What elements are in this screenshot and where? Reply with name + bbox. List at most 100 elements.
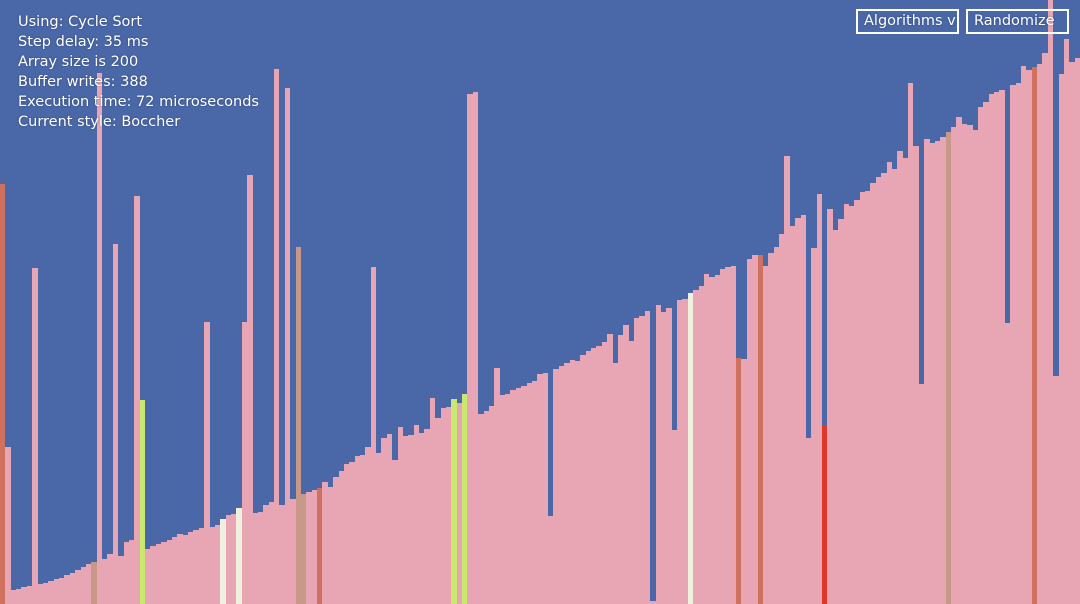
bar [978, 107, 983, 604]
buffer-writes-label: Buffer writes: 388 [18, 74, 148, 90]
bar [817, 194, 822, 604]
bar [725, 267, 731, 604]
bar [849, 206, 854, 604]
bar [913, 146, 919, 604]
bar [145, 549, 150, 604]
bar-pivot [236, 508, 242, 604]
bar [430, 398, 435, 604]
bar-swap [822, 425, 827, 604]
bar [811, 248, 817, 604]
bar [247, 175, 253, 604]
bar [704, 274, 709, 604]
bar [269, 502, 274, 604]
bar [784, 156, 790, 604]
bar [1053, 376, 1059, 604]
bar [424, 429, 430, 604]
bar [322, 482, 328, 604]
bar [951, 127, 956, 604]
bar [672, 430, 677, 604]
bar [150, 546, 156, 604]
bar [263, 505, 269, 604]
algorithms-dropdown-button[interactable]: Algorithms v [856, 9, 959, 34]
bar [1075, 58, 1080, 604]
bar [376, 453, 381, 604]
step-delay-label: Step delay: 35 ms [18, 34, 149, 50]
bar [532, 381, 537, 604]
bar [844, 204, 849, 604]
bar [419, 433, 424, 604]
bar [226, 515, 231, 604]
bar [596, 346, 602, 604]
bar [188, 532, 193, 604]
bar [656, 305, 661, 604]
bar [177, 534, 183, 604]
bar [349, 462, 355, 604]
randomize-button[interactable]: Randomize [966, 9, 1069, 34]
bar [339, 471, 344, 604]
bar [473, 92, 478, 604]
bar-dim [946, 132, 951, 604]
bar [344, 464, 349, 604]
bar [156, 544, 161, 604]
bar [989, 94, 994, 604]
bar [274, 69, 279, 604]
bar [21, 587, 27, 604]
bar [1064, 39, 1069, 604]
bar [1048, 0, 1053, 604]
bar [167, 540, 172, 604]
bar [1010, 85, 1016, 604]
bar [231, 514, 236, 604]
bar [1026, 70, 1032, 604]
bar [1059, 74, 1064, 604]
bar [253, 513, 258, 604]
bar [779, 234, 784, 604]
bar [1021, 66, 1026, 604]
bar [312, 490, 317, 604]
bar [629, 341, 634, 604]
bar [64, 575, 70, 604]
bar [97, 73, 102, 604]
bar [290, 499, 296, 604]
bar-compare [1032, 67, 1037, 604]
bar [645, 311, 650, 604]
bar [559, 366, 564, 604]
bar [537, 374, 543, 604]
bar [210, 527, 215, 604]
bar [580, 355, 586, 604]
bar [285, 88, 290, 604]
bar [113, 244, 118, 604]
bar [510, 390, 516, 604]
bar-pivot [220, 519, 226, 604]
bar [183, 535, 188, 604]
bar [860, 192, 865, 604]
bar [548, 516, 553, 604]
bar [414, 425, 419, 604]
bar [441, 408, 446, 604]
bar [102, 559, 107, 604]
bar [930, 143, 935, 604]
bar [118, 556, 124, 604]
bar [403, 436, 408, 604]
bar [59, 578, 64, 604]
bar [666, 308, 672, 604]
bar-write [140, 400, 145, 604]
bar [602, 342, 607, 604]
bar [731, 266, 736, 604]
bar [81, 567, 86, 604]
bar [328, 487, 333, 604]
bar [242, 322, 247, 604]
bar [16, 589, 21, 604]
bar [586, 351, 591, 604]
bar [86, 564, 91, 604]
bar [1005, 323, 1010, 604]
bar [693, 290, 699, 604]
bar [999, 90, 1005, 604]
bar [161, 542, 167, 604]
bar [575, 361, 580, 604]
bar [801, 215, 806, 604]
bar-pivot [688, 293, 693, 604]
bar [709, 277, 715, 604]
bar [355, 456, 360, 604]
bar [392, 460, 398, 604]
